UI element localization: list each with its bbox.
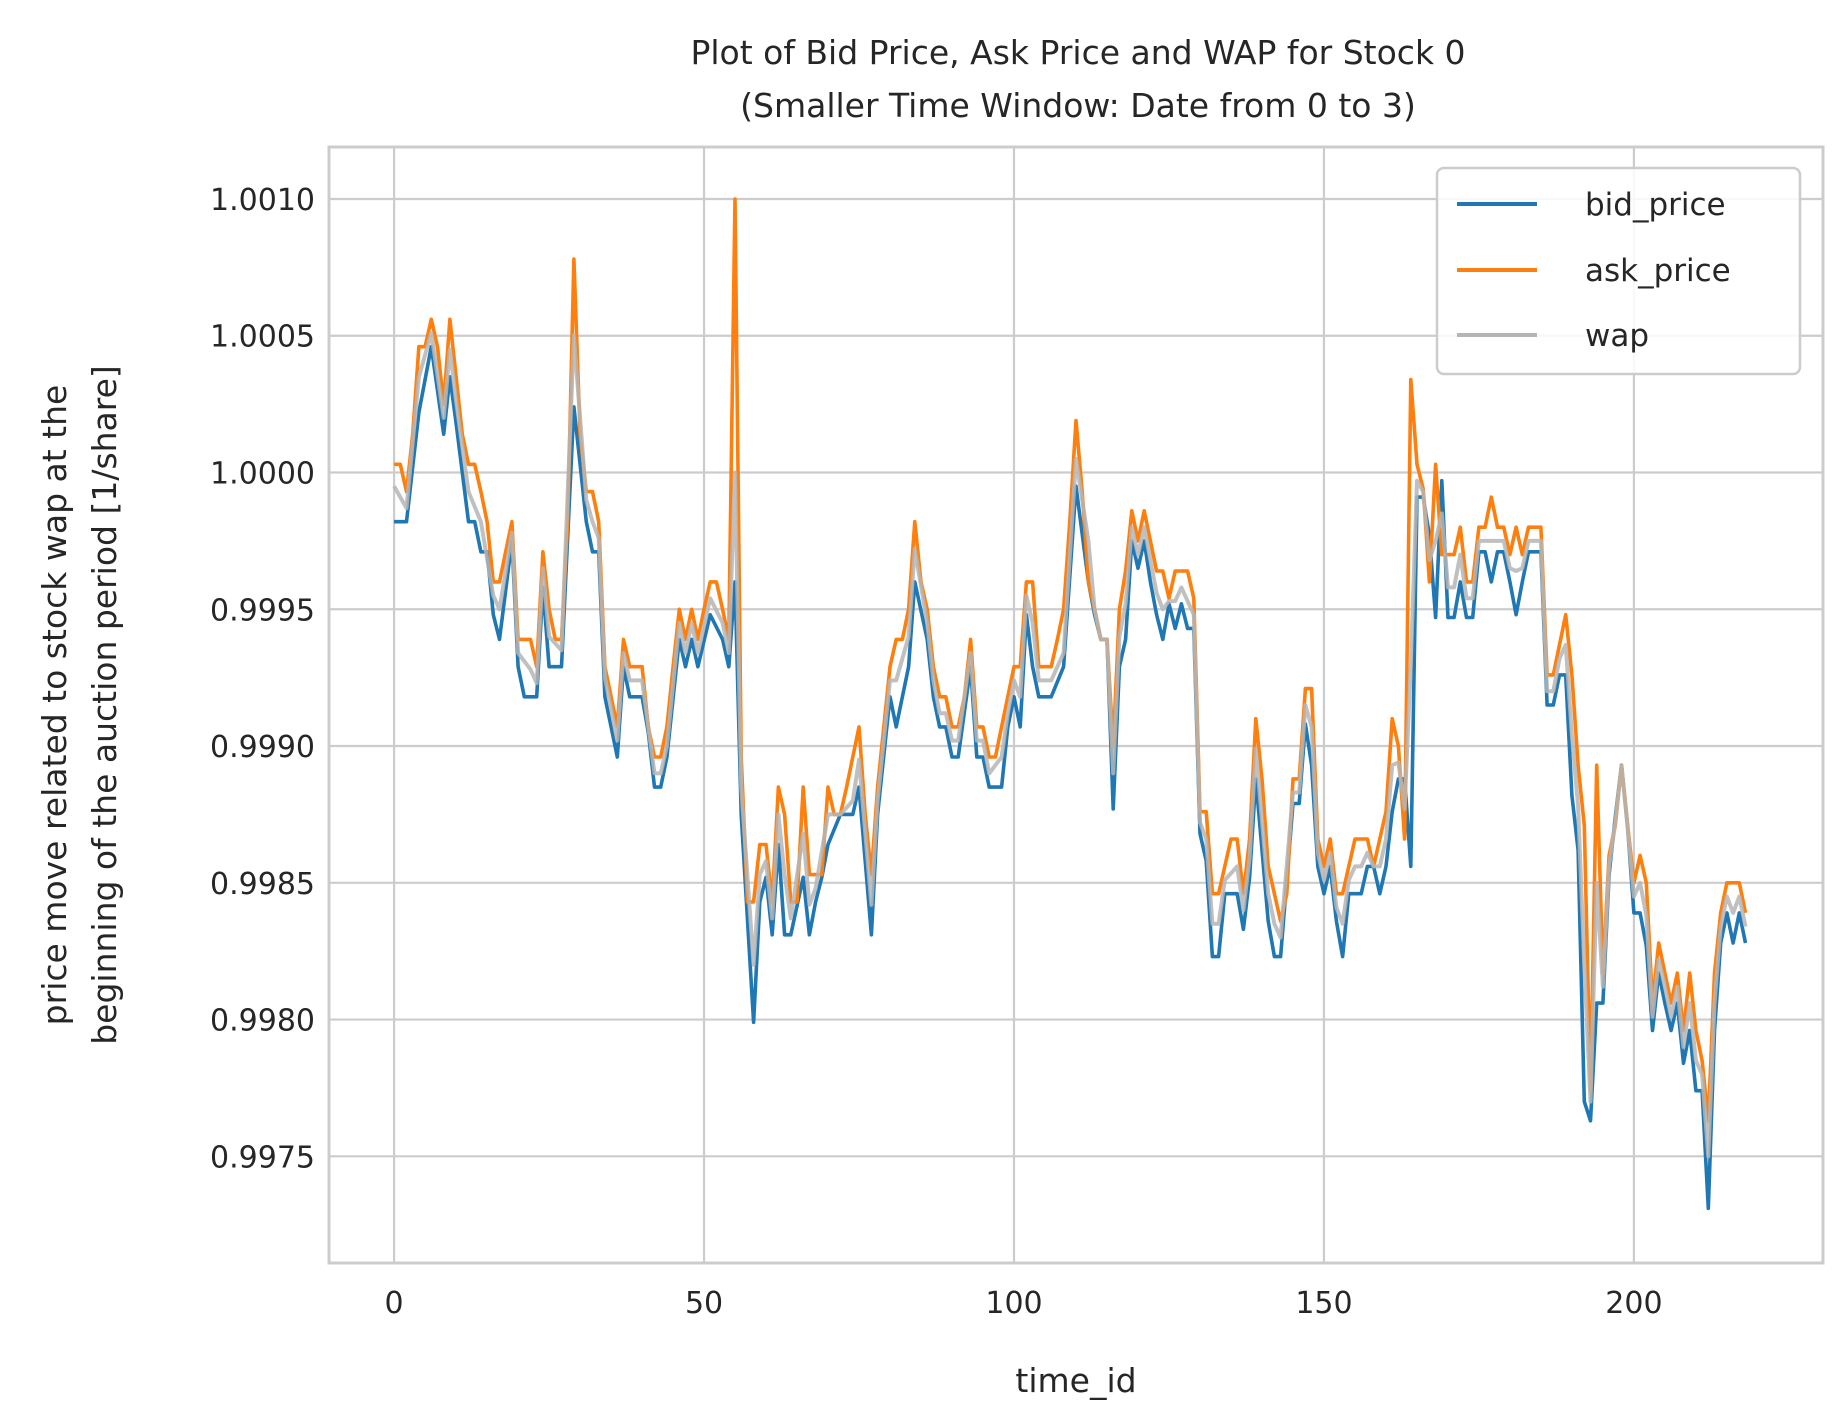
- x-tick-label: 100: [985, 1286, 1042, 1321]
- y-tick-label: 1.0005: [210, 320, 315, 355]
- y-tick-label: 0.9995: [210, 593, 315, 628]
- tick-labels: 0 50 100 150 200 0.9975 0.9980 0.9985 0.9990 0.99…: [210, 183, 1663, 1321]
- legend-label-wap: wap: [1585, 318, 1649, 354]
- x-tick-label: 0: [385, 1286, 404, 1321]
- legend-label-bid-price: bid_price: [1585, 187, 1726, 223]
- x-tick-label: 200: [1605, 1286, 1662, 1321]
- y-axis-label-line1: price move related to stock wap at the: [35, 385, 74, 1026]
- y-tick-label: 1.0010: [210, 183, 315, 218]
- x-axis-label: time_id: [1015, 1361, 1136, 1400]
- x-tick-label: 150: [1295, 1286, 1352, 1321]
- series-line-bid-price: [394, 344, 1748, 1211]
- legend: bid_price ask_price wap: [1435, 166, 1802, 376]
- y-tick-label: 0.9975: [210, 1140, 315, 1175]
- series-line-wap: [392, 331, 1748, 1159]
- y-tick-label: 0.9980: [210, 1004, 315, 1039]
- legend-label-ask-price: ask_price: [1585, 253, 1731, 289]
- plot-frame: [327, 145, 1825, 1265]
- y-tick-label: 1.0000: [210, 457, 315, 492]
- chart-title: Plot of Bid Price, Ask Price and WAP for…: [690, 33, 1465, 72]
- y-tick-label: 0.9990: [210, 730, 315, 765]
- chart-subtitle: (Smaller Time Window: Date from 0 to 3): [740, 86, 1416, 125]
- y-tick-label: 0.9985: [210, 867, 315, 902]
- y-axis-label-line2: beginning of the auction period [1/share…: [85, 365, 124, 1045]
- x-tick-label: 50: [685, 1286, 723, 1321]
- legend-box: [1435, 166, 1802, 376]
- series-lines: [392, 197, 1748, 1211]
